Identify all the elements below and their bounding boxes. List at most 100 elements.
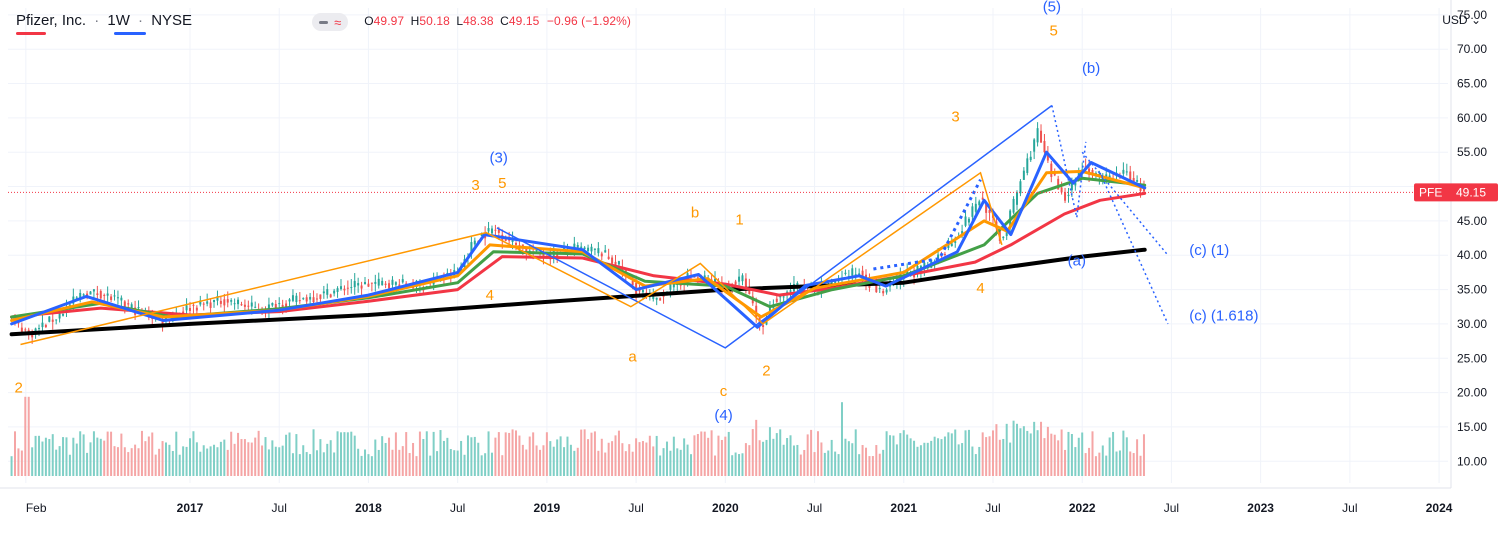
volume-bar xyxy=(484,453,487,476)
candle-body xyxy=(189,307,192,311)
volume-bar xyxy=(837,454,840,476)
candle-body xyxy=(473,240,476,245)
candle-body xyxy=(384,283,387,285)
volume-bar xyxy=(528,436,531,476)
volume-bar xyxy=(456,450,459,476)
volume-bar xyxy=(267,449,270,476)
volume-bar xyxy=(394,432,397,476)
volume-bar xyxy=(950,433,953,476)
volume-series xyxy=(10,396,1145,476)
volume-bar xyxy=(388,437,391,476)
volume-bar xyxy=(768,427,771,476)
high-value: 50.18 xyxy=(419,14,450,28)
volume-bar xyxy=(792,445,795,476)
volume-bar xyxy=(1019,428,1022,476)
time-tick-label: Jul xyxy=(807,501,822,515)
candle-body xyxy=(20,327,23,333)
volume-bar xyxy=(446,437,449,476)
volume-bar xyxy=(425,431,428,476)
symbol-title[interactable]: Pfizer, Inc. · 1W · NYSE xyxy=(16,12,192,35)
volume-bar xyxy=(1132,453,1135,476)
candle-body xyxy=(563,246,566,251)
volume-bar xyxy=(696,433,699,476)
wave-label: (3) xyxy=(490,150,508,167)
volume-bar xyxy=(243,439,246,476)
candle-body xyxy=(391,279,394,285)
volume-bar xyxy=(298,454,301,476)
volume-bar xyxy=(319,439,322,476)
volume-bar xyxy=(1036,430,1039,476)
candle-body xyxy=(576,244,579,248)
volume-bar xyxy=(1012,420,1015,476)
volume-bar xyxy=(871,456,874,476)
volume-bar xyxy=(34,435,37,476)
volume-bar xyxy=(31,447,34,476)
candle-body xyxy=(240,304,243,306)
low-value: 48.38 xyxy=(463,14,494,28)
volume-bar xyxy=(806,434,809,476)
volume-bar xyxy=(1040,421,1043,476)
volume-bar xyxy=(892,435,895,476)
candle-body xyxy=(243,304,246,307)
volume-bar xyxy=(672,436,675,476)
candle-body xyxy=(765,320,768,325)
volume-bar xyxy=(1046,426,1049,476)
interval-label[interactable]: 1W xyxy=(107,12,130,29)
volume-bar xyxy=(943,436,946,476)
wave-label: 3 xyxy=(951,108,959,125)
volume-bar xyxy=(130,448,133,476)
candle-body xyxy=(490,228,493,234)
volume-bar xyxy=(518,435,521,476)
price-tag-symbol: PFE xyxy=(1419,185,1442,199)
volume-bar xyxy=(954,429,957,476)
price-tick-label: 35.00 xyxy=(1457,283,1487,297)
volume-bar xyxy=(38,435,41,476)
volume-bar xyxy=(58,446,61,476)
volume-bar xyxy=(1005,423,1008,476)
candle-body xyxy=(127,303,130,305)
volume-bar xyxy=(655,435,658,476)
volume-bar xyxy=(854,429,857,476)
volume-bar xyxy=(669,450,672,476)
candle-body xyxy=(113,295,116,297)
volume-bar xyxy=(391,449,394,476)
wave-annotations: 2 4 3 5 (3) b 1 a 2 c (4) 3 4 5 (5) (b) (a) (c) (1) (c) (1… xyxy=(15,0,1259,424)
volume-bar xyxy=(449,449,452,476)
currency-selector[interactable]: USD ⌄ xyxy=(1442,13,1481,27)
symbol-name[interactable]: Pfizer, Inc. xyxy=(16,12,87,29)
volume-bar xyxy=(803,449,806,476)
volume-bar xyxy=(367,454,370,476)
volume-bar xyxy=(679,449,682,476)
volume-bar xyxy=(151,432,154,476)
volume-bar xyxy=(923,442,926,476)
volume-bar xyxy=(1091,431,1094,476)
volume-bar xyxy=(339,432,342,476)
volume-bar xyxy=(593,431,596,476)
candle-body xyxy=(1046,153,1049,161)
volume-bar xyxy=(875,445,878,476)
volume-bar xyxy=(432,431,435,476)
volume-bar xyxy=(178,454,181,476)
volume-bar xyxy=(758,440,761,476)
volume-bar xyxy=(103,440,106,476)
volume-bar xyxy=(703,431,706,476)
candle-body xyxy=(906,270,909,275)
volume-bar xyxy=(628,444,631,476)
candle-body xyxy=(209,302,212,308)
candle-body xyxy=(1088,168,1091,175)
volume-bar xyxy=(497,432,500,476)
candle-body xyxy=(278,303,281,305)
volume-bar xyxy=(271,440,274,476)
candle-body xyxy=(213,300,216,303)
legend-toggle-button[interactable]: ≈ xyxy=(312,13,349,31)
volume-bar xyxy=(158,448,161,476)
volume-bar xyxy=(559,436,562,476)
volume-bar xyxy=(147,436,150,476)
candle-body xyxy=(604,250,607,253)
volume-bar xyxy=(580,429,583,476)
volume-bar xyxy=(847,441,850,476)
candle-body xyxy=(31,332,34,338)
candle-body xyxy=(27,329,30,333)
